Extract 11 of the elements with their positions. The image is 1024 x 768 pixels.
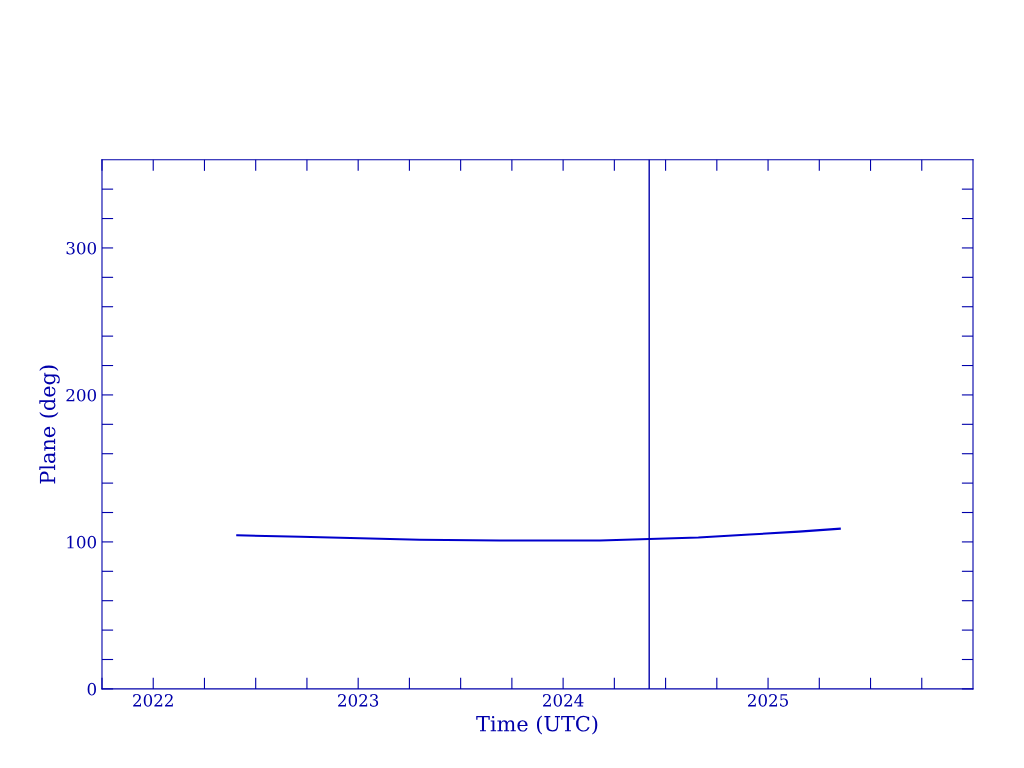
y-tick-label: 100 — [67, 535, 97, 549]
x-tick-label: 2023 — [338, 694, 379, 707]
line-series — [236, 527, 841, 542]
x-axis-title: Time (UTC) — [476, 715, 598, 735]
x-tick-label: 2022 — [133, 694, 173, 707]
y-tick-label: 200 — [66, 388, 97, 402]
x-tick-label: 2025 — [747, 694, 788, 707]
y-tick-label: 300 — [66, 241, 97, 255]
y-axis-title: Plane (deg) — [39, 365, 60, 484]
y-tick-label: 0 — [87, 682, 97, 696]
x-tick-label: 2024 — [543, 694, 584, 707]
